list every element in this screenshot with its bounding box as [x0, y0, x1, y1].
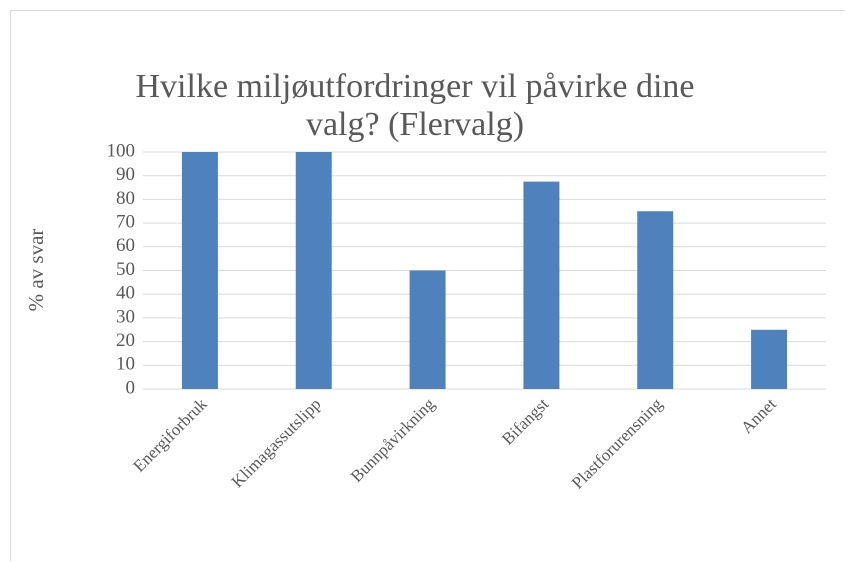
bar [409, 270, 446, 389]
bar [637, 211, 674, 389]
y-axis-label: % av svar [24, 229, 48, 312]
x-tick-label: Bunnpåvirkning [347, 394, 439, 486]
y-tick-label: 100 [107, 140, 136, 161]
y-tick-label: 40 [116, 283, 135, 304]
bar [523, 181, 560, 389]
bar [295, 152, 332, 389]
chart-title: Hvilke miljøutfordringer vil påvirke din… [135, 68, 695, 143]
y-tick-label: 80 [116, 188, 135, 209]
y-tick-label: 10 [116, 354, 135, 375]
bar [751, 329, 788, 389]
y-tick-label: 50 [116, 259, 135, 280]
chart-frame [10, 10, 844, 561]
x-tick-label: Klimagassutslipp [228, 394, 325, 491]
y-tick-label: 70 [116, 211, 135, 232]
x-tick-label: Bifangst [498, 394, 552, 448]
x-tick-label: Plastforurensning [568, 394, 667, 493]
y-tick-label: 30 [116, 306, 135, 327]
bar [181, 152, 218, 389]
y-tick-label: 0 [126, 377, 136, 398]
x-tick-label: Annet [737, 394, 780, 437]
y-tick-label: 90 [116, 164, 135, 185]
y-tick-label: 20 [116, 330, 135, 351]
x-tick-label: Energiforbruk [129, 394, 211, 476]
y-tick-label: 60 [116, 235, 135, 256]
